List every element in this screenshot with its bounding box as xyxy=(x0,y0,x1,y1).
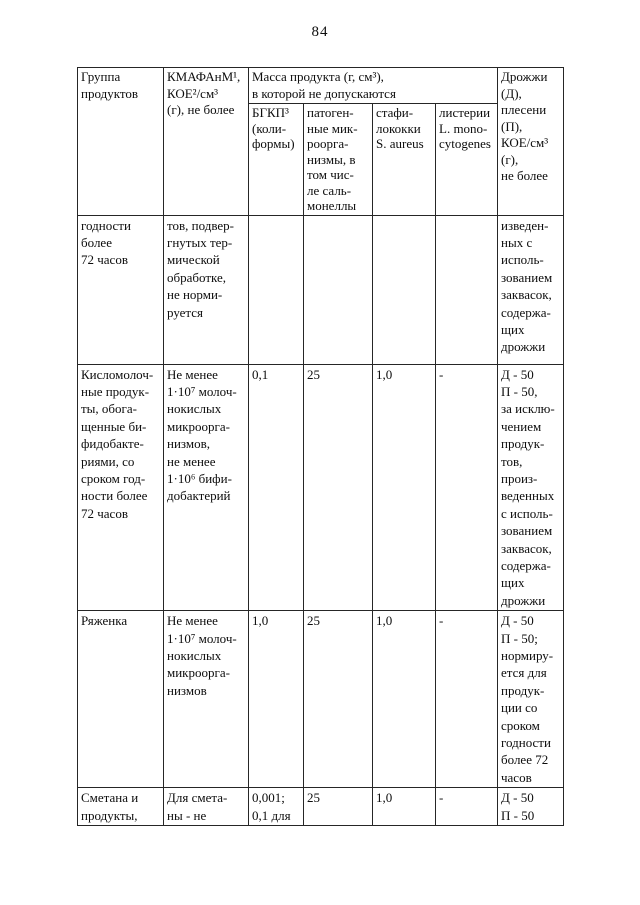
header-product-group: Группа продуктов xyxy=(77,67,164,216)
table-row-ryazhenka: Ряженка Не менее 1·10⁷ молоч- нокислых м… xyxy=(77,610,564,789)
cell-kmafanm: тов, подвер- гнутых тер- мической обрабо… xyxy=(163,214,249,365)
cell-kmafanm: Не менее 1·10⁷ молоч- нокислых микроорга… xyxy=(163,610,249,789)
header-row-top: Группа продуктов КМАФАнМ¹, КОЕ²/см³ (г),… xyxy=(77,67,564,216)
dairy-microbiology-standards-table: Группа продуктов КМАФАнМ¹, КОЕ²/см³ (г),… xyxy=(77,67,564,827)
header-bgkp-coliforms: БГКП³ (коли- формы) xyxy=(248,103,304,216)
cell-product-group: Кисломолоч- ные продук- ты, обога- щенны… xyxy=(77,363,164,612)
cell-bgkp: 0,001; 0,1 для xyxy=(248,787,304,827)
header-yeast-mold: Дрожжи (Д), плесени (П), КОЕ/см³ (г), не… xyxy=(497,67,564,216)
cell-bgkp: 0,1 xyxy=(248,363,304,612)
cell-yeast-mold: Д - 50 П - 50, за исклю- чением продук- … xyxy=(497,363,564,612)
cell-yeast-mold: Д - 50 П - 50; нормиру- ется для продук-… xyxy=(497,610,564,789)
cell-listeria: - xyxy=(435,787,498,827)
table-row-fermented-bifido: Кисломолоч- ные продук- ты, обога- щенны… xyxy=(77,363,564,612)
header-product-mass-group: Масса продукта (г, см³), в которой не до… xyxy=(248,67,498,104)
cell-pathogens: 25 xyxy=(303,787,373,827)
cell-listeria: - xyxy=(435,610,498,789)
header-listeria: листерии L. mono- cytogenes xyxy=(435,103,498,216)
cell-staphylococcus: 1,0 xyxy=(372,787,436,827)
cell-yeast-mold: изведен- ных с исполь- зованием заквасок… xyxy=(497,214,564,365)
table-row-shelf-life-continuation: годности более 72 часов тов, подвер- гну… xyxy=(77,214,564,365)
header-kmafanm: КМАФАнМ¹, КОЕ²/см³ (г), не более xyxy=(163,67,249,216)
cell-listeria xyxy=(435,214,498,365)
cell-product-group: Сметана и продукты, xyxy=(77,787,164,827)
cell-bgkp xyxy=(248,214,304,365)
cell-pathogens: 25 xyxy=(303,363,373,612)
cell-bgkp: 1,0 xyxy=(248,610,304,789)
cell-pathogens xyxy=(303,214,373,365)
header-row-sub: БГКП³ (коли- формы) патоген- ные мик- ро… xyxy=(78,103,564,216)
cell-staphylococcus: 1,0 xyxy=(372,610,436,789)
cell-staphylococcus xyxy=(372,214,436,365)
cell-yeast-mold: Д - 50 П - 50 xyxy=(497,787,564,827)
table-row-smetana: Сметана и продукты, Для смета- ны - не 0… xyxy=(77,787,564,827)
cell-staphylococcus: 1,0 xyxy=(372,363,436,612)
cell-product-group: Ряженка xyxy=(77,610,164,789)
cell-kmafanm: Не менее 1·10⁷ молоч- нокислых микроорга… xyxy=(163,363,249,612)
cell-product-group: годности более 72 часов xyxy=(77,214,164,365)
cell-pathogens: 25 xyxy=(303,610,373,789)
header-staphylococcus: стафи- лококки S. aureus xyxy=(372,103,436,216)
page-number: 84 xyxy=(311,24,329,40)
header-pathogens-salmonella: патоген- ные мик- роорга- низмы, в том ч… xyxy=(303,103,373,216)
cell-kmafanm: Для смета- ны - не xyxy=(163,787,249,827)
cell-listeria: - xyxy=(435,363,498,612)
